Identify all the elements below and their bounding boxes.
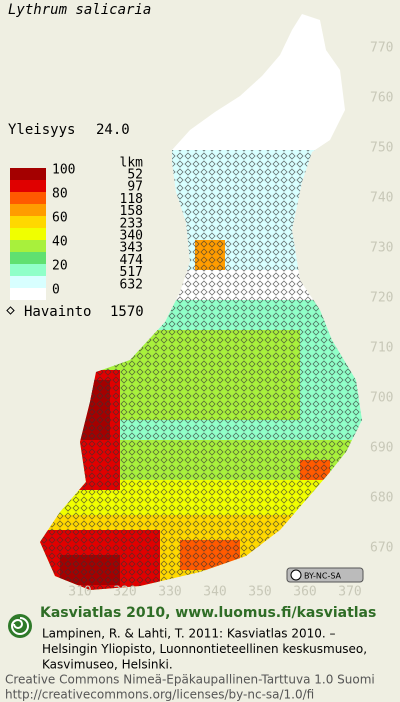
legend-count: 52	[127, 168, 143, 183]
y-grid-label: 670	[370, 541, 393, 556]
legend-swatch	[10, 204, 46, 216]
y-grid-label: 720	[370, 291, 393, 306]
x-grid-label: 320	[113, 585, 136, 600]
cc-badge-text: BY-NC-SA	[304, 572, 342, 581]
legend-count: 97	[127, 180, 143, 195]
y-grid-label: 710	[370, 341, 393, 356]
legend-swatch	[10, 252, 46, 264]
legend-count: 340	[120, 229, 143, 244]
legend-swatch	[10, 180, 46, 192]
finland-map	[40, 14, 362, 590]
observation-count: 1570	[110, 304, 144, 320]
citation-line: Lampinen, R. & Lahti, T. 2011: Kasviatla…	[42, 627, 336, 641]
legend-unit: lkm	[120, 156, 144, 171]
legend-scale-label: 80	[52, 187, 68, 202]
citation-line: Helsingin Yliopisto, Luonnontieteellinen…	[42, 642, 367, 656]
legend-count: 158	[120, 204, 143, 219]
legend-swatch	[10, 192, 46, 204]
legend-count: 632	[120, 277, 143, 292]
legend-swatch	[10, 168, 46, 180]
x-grid-label: 350	[248, 585, 271, 600]
footer-heading: Kasviatlas 2010, www.luomus.fi/kasviatla…	[40, 605, 376, 621]
y-grid-label: 750	[370, 141, 393, 156]
frequency-label: Yleisyys	[8, 122, 75, 138]
legend-scale-label: 60	[52, 211, 68, 226]
y-grid-label: 760	[370, 91, 393, 106]
y-grid-label: 730	[370, 241, 393, 256]
legend-scale-label: 40	[52, 235, 68, 250]
citation: Lampinen, R. & Lahti, T. 2011: Kasviatla…	[42, 627, 367, 672]
y-grid-label: 700	[370, 391, 393, 406]
legend-count: 233	[120, 216, 143, 231]
legend-scale-label: 0	[52, 283, 60, 298]
frequency-value: 24.0	[96, 122, 130, 138]
legend-scale-label: 20	[52, 259, 68, 274]
observation-symbol	[6, 306, 15, 315]
x-grid-label: 370	[338, 585, 361, 600]
license-line: http://creativecommons.org/licenses/by-n…	[5, 688, 314, 702]
y-grid-label: 770	[370, 41, 393, 56]
y-grid-label: 690	[370, 441, 393, 456]
y-grid-label: 680	[370, 491, 393, 506]
legend: 100 80 60 40 20 0 lkm5297118158233340343474517…	[10, 156, 144, 300]
species-title: Lythrum salicaria	[8, 2, 151, 18]
y-grid-label: 740	[370, 191, 393, 206]
legend-swatch	[10, 240, 46, 252]
logo	[8, 614, 32, 638]
license: Creative Commons Nimeä-Epäkaupallinen-Ta…	[5, 673, 375, 702]
license-line: Creative Commons Nimeä-Epäkaupallinen-Ta…	[5, 673, 375, 687]
legend-swatch	[10, 288, 46, 300]
legend-swatch	[10, 264, 46, 276]
legend-swatch	[10, 276, 46, 288]
citation-line: Kasvimuseo, Helsinki.	[42, 658, 173, 672]
x-grid-label: 330	[158, 585, 181, 600]
legend-count: 118	[120, 192, 143, 207]
x-grid-labels: 310 320 330 340 350 360 370	[68, 585, 361, 600]
cc-badge	[286, 567, 364, 583]
legend-swatch	[10, 216, 46, 228]
observation-label: Havainto	[24, 304, 91, 320]
cc-icon	[290, 569, 302, 581]
x-grid-label: 360	[293, 585, 316, 600]
y-grid-labels: 770 760 750 740 730 720 710 700 690 680 670	[370, 41, 393, 556]
legend-count: 343	[120, 241, 143, 256]
legend-count: 517	[120, 265, 143, 280]
legend-count: 474	[120, 253, 144, 268]
legend-swatch	[10, 228, 46, 240]
legend-scale-label: 100	[52, 163, 75, 178]
x-grid-label: 310	[68, 585, 91, 600]
x-grid-label: 340	[203, 585, 226, 600]
